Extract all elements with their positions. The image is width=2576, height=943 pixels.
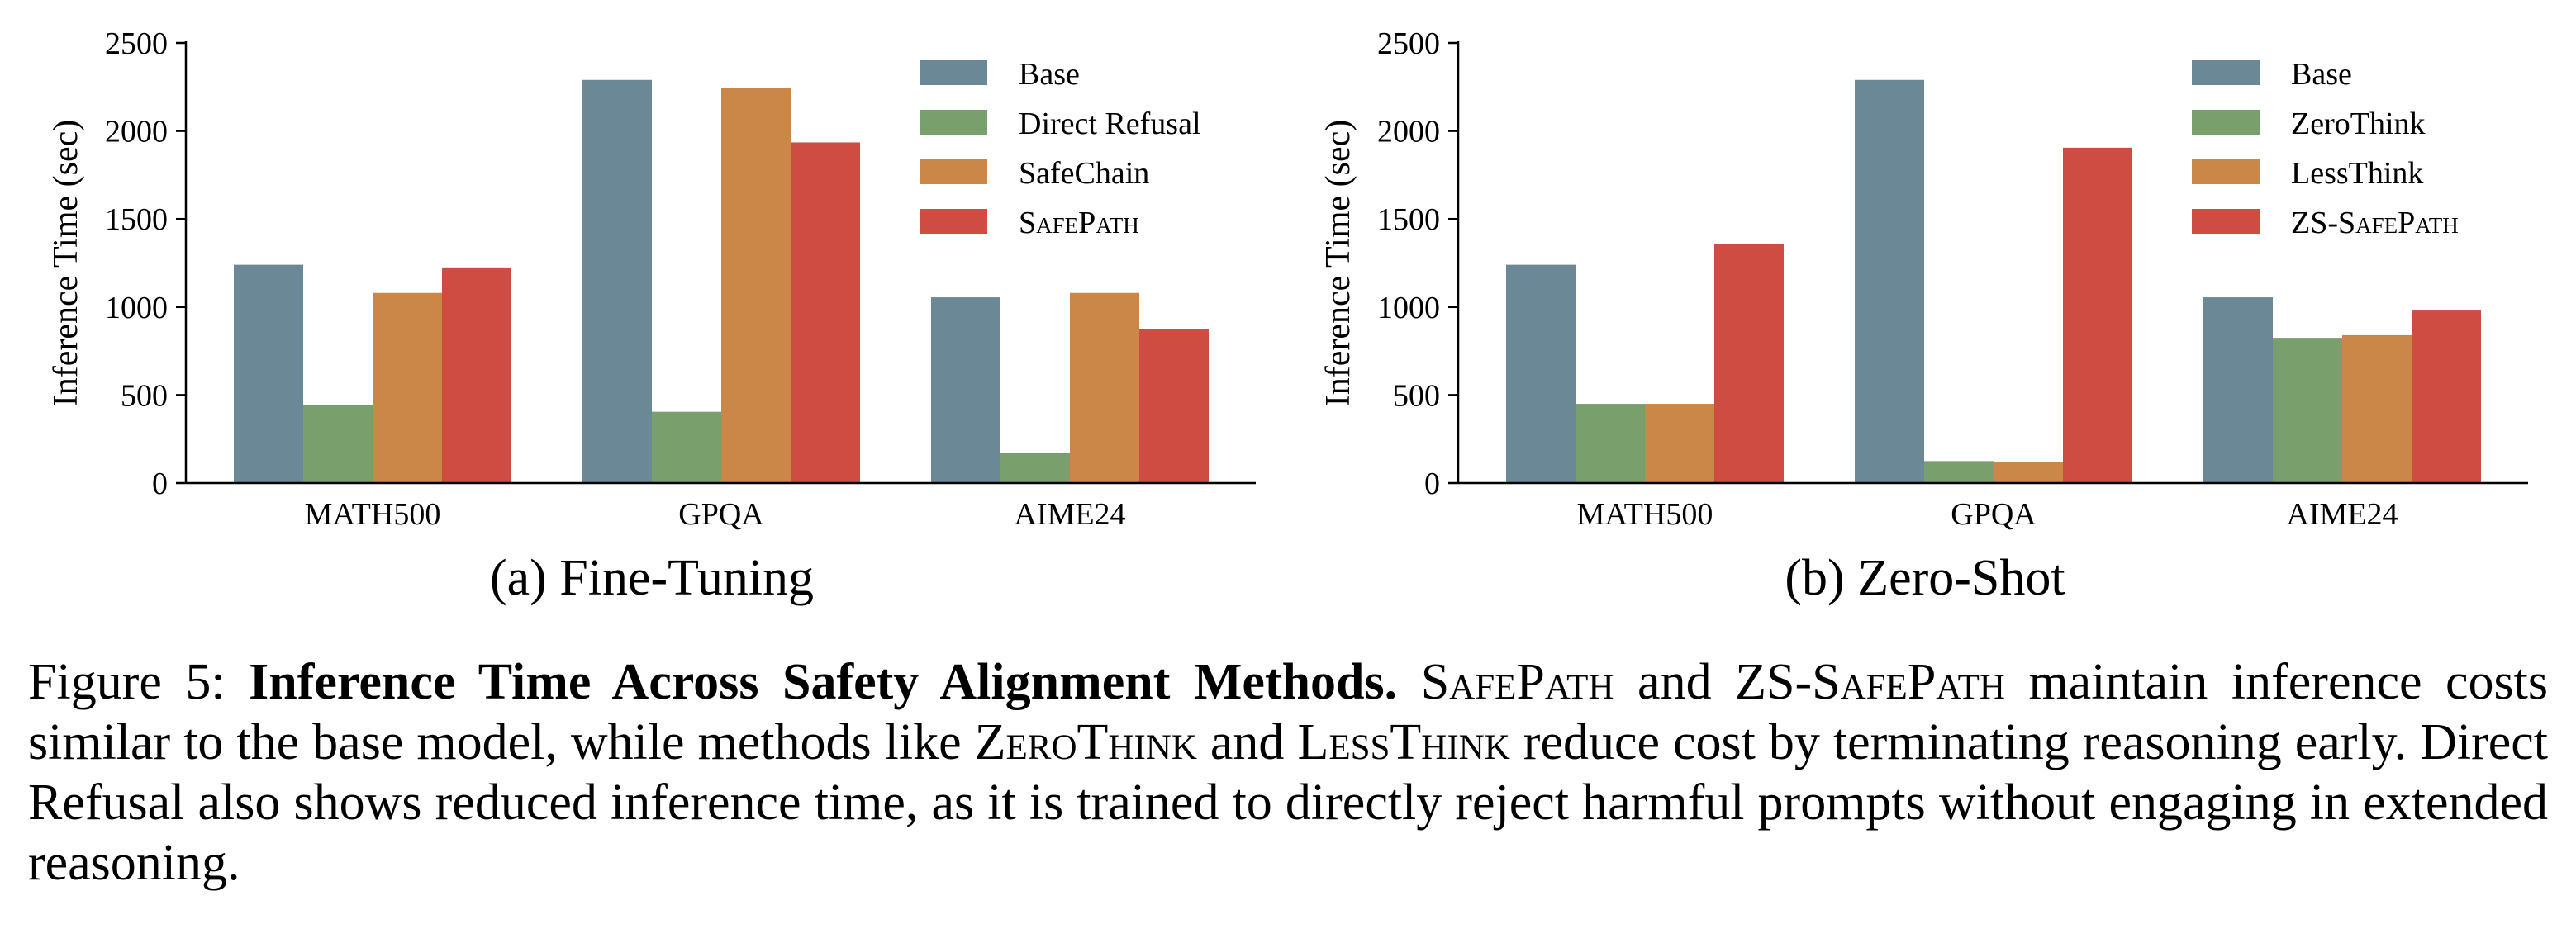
bar-safechain-gpqa [721, 88, 791, 483]
caption-label: Figure 5: [28, 654, 226, 710]
bar-safechain-aime24 [1070, 292, 1139, 483]
legend-swatch-zs-safepath [2192, 209, 2260, 234]
y-tick-label: 1500 [1377, 202, 1440, 237]
caption-text: reduce cost by terminating reasoning ear… [28, 714, 2549, 891]
caption-text: and [1210, 714, 1285, 770]
x-tick-label: GPQA [678, 497, 764, 532]
bar-safepath-math500 [442, 267, 511, 483]
bar-zerothink-math500 [1576, 404, 1645, 483]
caption-method-zerothink: ZeroThink [974, 714, 1197, 770]
bar-base-aime24 [2203, 297, 2273, 483]
legend-label-zs-safepath: ZS-SafePath [2291, 206, 2459, 240]
figure-caption: Figure 5: Inference Time Across Safety A… [28, 652, 2548, 893]
bar-safechain-math500 [373, 292, 442, 483]
y-tick-label: 500 [1393, 378, 1440, 413]
legend-label-safepath: SafePath [1019, 206, 1139, 240]
x-tick-label: GPQA [1951, 497, 2037, 532]
bar-direct-refusal-aime24 [1000, 453, 1070, 483]
y-tick-label: 2000 [105, 115, 168, 149]
x-tick-label: AIME24 [1014, 497, 1125, 532]
bar-base-math500 [1506, 264, 1576, 483]
bar-direct-refusal-math500 [303, 405, 373, 483]
bar-base-math500 [234, 264, 303, 483]
legend-label-lessthink: LessThink [2291, 156, 2423, 191]
y-tick-label: 2500 [105, 26, 168, 61]
bar-base-gpqa [1855, 79, 1924, 483]
caption-method-lessthink: LessThink [1297, 714, 1510, 770]
x-tick-label: MATH500 [305, 497, 441, 532]
chart-fine-tuning: Inference Time (sec) MATH500 GPQA AIME24 0 50… [47, 26, 1256, 532]
caption-method-zs-safepath: ZS-SafePath [1735, 654, 2005, 710]
legend-swatch-lessthink [2192, 159, 2260, 184]
figure: Inference Time (sec) MATH500 GPQA AIME24 0 50… [47, 26, 2528, 606]
legend-label-safechain: SafeChain [1019, 156, 1149, 191]
bar-lessthink-aime24 [2342, 334, 2412, 483]
x-tick-label: AIME24 [2286, 497, 2398, 532]
y-tick-label: 1000 [105, 291, 168, 325]
legend-swatch-base [920, 60, 987, 85]
bar-base-gpqa [582, 79, 652, 483]
legend-swatch-base [2192, 60, 2260, 85]
legend-label-direct refusal: Direct Refusal [1019, 107, 1201, 141]
y-tick-label: 2000 [1377, 115, 1440, 149]
bar-base-aime24 [931, 297, 1000, 483]
bar-zs-safepath-math500 [1714, 244, 1784, 483]
y-tick-label: 500 [121, 378, 168, 413]
bar-direct-refusal-gpqa [652, 411, 721, 483]
y-tick-label: 1500 [105, 202, 168, 237]
caption-method-safepath: SafePath [1420, 654, 1614, 710]
caption-title: Inference Time Across Safety Alignment M… [249, 654, 1398, 710]
legend-label-base: Base [1019, 57, 1080, 92]
y-tick-label: 2500 [1377, 26, 1440, 61]
caption-text: maintain inference costs similar to the … [28, 654, 2549, 770]
subcaption-zero-shot: (b) Zero-Shot [1785, 550, 2065, 606]
legend-swatch-zerothink [2192, 110, 2260, 135]
bar-zerothink-gpqa [1924, 461, 1994, 483]
x-tick-label: MATH500 [1577, 497, 1713, 532]
bar-lessthink-math500 [1645, 404, 1714, 483]
bar-zerothink-aime24 [2273, 338, 2342, 483]
y-tick-label: 0 [152, 467, 168, 501]
legend-swatch-safepath [920, 209, 987, 234]
bar-zs-safepath-gpqa [2063, 147, 2132, 483]
y-axis-label: Inference Time (sec) [47, 120, 85, 407]
subcaption-fine-tuning: (a) Fine-Tuning [489, 550, 815, 606]
legend-label-zerothink: ZeroThink [2291, 107, 2426, 141]
y-axis-label: Inference Time (sec) [1319, 120, 1357, 407]
bar-zs-safepath-aime24 [2412, 310, 2481, 483]
legend-label-base: Base [2291, 57, 2352, 92]
y-tick-label: 1000 [1377, 291, 1440, 325]
legend-swatch-direct refusal [920, 110, 987, 135]
chart-zero-shot: Inference Time (sec) MATH500 GPQA AIME24 0 50… [1319, 26, 2528, 532]
bar-safepath-gpqa [791, 142, 860, 483]
legend-swatch-safechain [920, 159, 987, 184]
bar-lessthink-gpqa [1994, 462, 2063, 483]
caption-text: and [1637, 654, 1712, 710]
bar-safepath-aime24 [1139, 329, 1209, 483]
y-tick-label: 0 [1424, 467, 1440, 501]
